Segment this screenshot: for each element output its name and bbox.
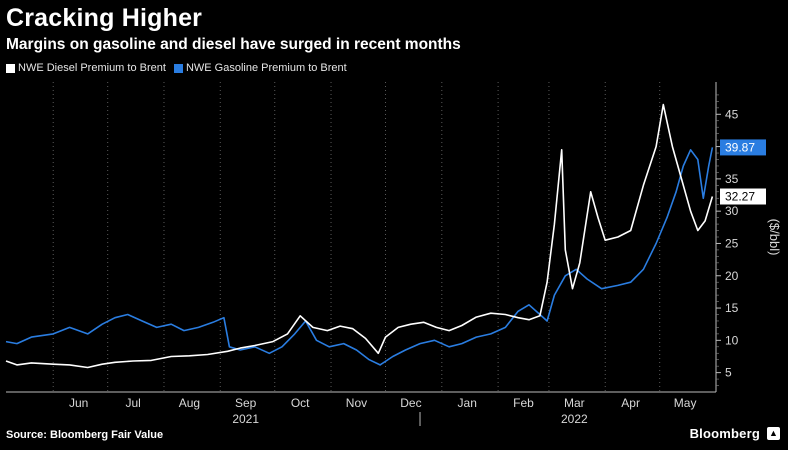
y-tick-label: 20 bbox=[725, 269, 739, 283]
chart-legend: NWE Diesel Premium to Brent NWE Gasoline… bbox=[6, 62, 347, 74]
legend-item-diesel: NWE Diesel Premium to Brent bbox=[6, 62, 166, 74]
x-tick-label: Mar bbox=[564, 396, 585, 410]
diesel-series-line bbox=[5, 103, 714, 369]
diesel-last-value-label: 32.27 bbox=[725, 190, 755, 204]
legend-label-diesel: NWE Diesel Premium to Brent bbox=[18, 62, 166, 74]
chart-subtitle: Margins on gasoline and diesel have surg… bbox=[6, 36, 461, 53]
x-tick-label: Apr bbox=[621, 396, 640, 410]
bloomberg-logo-text: Bloomberg bbox=[689, 426, 760, 441]
x-tick-label: Sep bbox=[235, 396, 257, 410]
legend-label-gasoline: NWE Gasoline Premium to Brent bbox=[185, 62, 347, 74]
y-tick-label: 35 bbox=[725, 172, 739, 186]
gasoline-series-line bbox=[5, 147, 714, 366]
bloomberg-terminal-icon: ▲ bbox=[767, 427, 780, 440]
x-tick-label: Dec bbox=[400, 396, 421, 410]
x-tick-label: Jun bbox=[69, 396, 88, 410]
y-tick-label: 30 bbox=[725, 204, 739, 218]
y-tick-label: 15 bbox=[725, 301, 739, 315]
x-tick-label: Oct bbox=[291, 396, 310, 410]
y-axis-title: ($/bbl) bbox=[767, 219, 782, 256]
y-tick-label: 45 bbox=[725, 107, 739, 121]
year-label: 2021 bbox=[232, 412, 259, 426]
x-tick-label: Feb bbox=[513, 396, 534, 410]
y-tick-label: 25 bbox=[725, 236, 739, 250]
chart-title: Cracking Higher bbox=[6, 4, 203, 32]
y-tick-label: 10 bbox=[725, 333, 739, 347]
legend-item-gasoline: NWE Gasoline Premium to Brent bbox=[173, 62, 347, 74]
year-label: 2022 bbox=[561, 412, 588, 426]
gasoline-last-value-label: 39.87 bbox=[725, 140, 755, 154]
x-tick-label: May bbox=[674, 396, 697, 410]
source-note: Source: Bloomberg Fair Value bbox=[6, 429, 164, 441]
gasoline-last-value-box bbox=[720, 139, 766, 156]
legend-swatch-diesel bbox=[6, 63, 15, 73]
legend-swatch-gasoline bbox=[173, 63, 183, 73]
diesel-last-value-box bbox=[720, 188, 766, 205]
y-tick-label: 5 bbox=[725, 366, 732, 380]
x-tick-label: Aug bbox=[179, 396, 200, 410]
x-tick-label: Jul bbox=[125, 396, 140, 410]
x-tick-label: Nov bbox=[346, 396, 367, 410]
x-tick-label: Jan bbox=[458, 396, 477, 410]
